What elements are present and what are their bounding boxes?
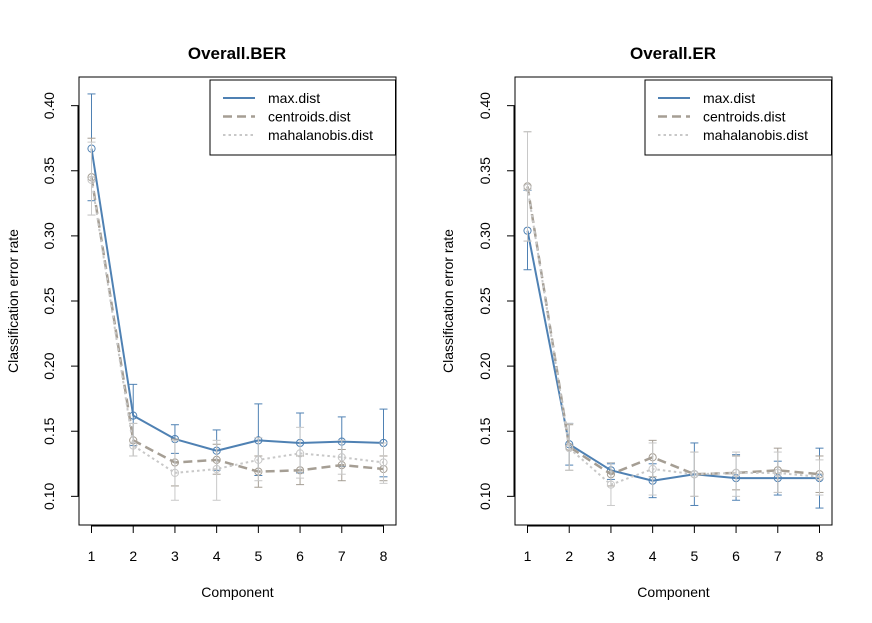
chart-panel-2: Overall.ER 0.10 0.15 0.20 0.25 0.30 0.35 0.40 1 2…: [440, 44, 833, 600]
error-bar: [732, 451, 741, 497]
y-tick-label: 0.35: [41, 157, 57, 184]
y-axis-label: Classification error rate: [5, 229, 21, 373]
series-line: [526, 230, 820, 482]
error-bar: [337, 439, 346, 475]
x-tick-label: 6: [732, 548, 740, 564]
data-point: [379, 458, 388, 467]
y-tick-label: 0.10: [477, 483, 493, 510]
data-point: [212, 464, 221, 474]
x-tick-label: 5: [254, 548, 262, 564]
error-bar: [87, 141, 96, 216]
series-line: [90, 179, 384, 474]
x-tick-label: 4: [649, 548, 657, 564]
series-centroids-dist: [87, 137, 388, 488]
series-line: [526, 186, 820, 476]
y-tick-label: 0.25: [41, 287, 57, 314]
y-tick-label: 0.20: [477, 352, 493, 379]
series-mahalanobis-dist: [523, 131, 824, 506]
x-tick-label: 1: [524, 548, 532, 564]
error-bar: [523, 131, 532, 242]
x-tick-label: 7: [338, 548, 346, 564]
data-point: [129, 441, 138, 450]
y-tick-label: 0.25: [477, 287, 493, 314]
data-point: [170, 468, 180, 478]
x-tick-label: 2: [129, 548, 137, 564]
error-bar: [129, 422, 138, 457]
data-point: [565, 444, 574, 453]
error-bar: [773, 451, 782, 493]
legend: max.dist centroids.dist mahalanobis.dist: [209, 79, 396, 156]
data-point: [731, 468, 741, 478]
error-bar: [212, 439, 221, 501]
series-line: [526, 187, 820, 486]
legend-entry: centroids.dist: [268, 109, 351, 125]
y-tick-label: 0.15: [41, 417, 57, 444]
x-tick-label: 6: [296, 548, 304, 564]
x-tick-label: 8: [380, 548, 388, 564]
series-mahalanobis-dist: [87, 141, 388, 501]
x-axis-label: Component: [201, 584, 273, 600]
y-tick-label: 0.40: [41, 92, 57, 119]
error-bar: [565, 422, 574, 471]
y-tick-label: 0.40: [477, 92, 493, 119]
data-point: [337, 453, 346, 462]
error-bar: [690, 451, 699, 497]
data-point: [87, 175, 96, 184]
series-max-dist: [523, 189, 824, 509]
legend-entry: max.dist: [703, 90, 755, 106]
x-tick-label: 4: [213, 548, 221, 564]
x-tick-label: 8: [816, 548, 824, 564]
data-point: [295, 449, 305, 458]
legend-entry: max.dist: [268, 90, 320, 106]
y-tick-label: 0.30: [41, 222, 57, 249]
x-tick-label: 3: [171, 548, 179, 564]
chart-panel-1: Overall.BER 0.10 0.15 0.20 0.25 0.30 0.35 0.40 1…: [5, 44, 397, 600]
legend-entry: centroids.dist: [703, 109, 786, 125]
x-tick-label: 5: [690, 548, 698, 564]
y-tick-label: 0.15: [477, 417, 493, 444]
series-line: [90, 177, 384, 473]
legend: max.dist centroids.dist mahalanobis.dist: [644, 79, 832, 156]
error-bar: [170, 439, 179, 501]
error-bar: [379, 442, 388, 484]
data-point: [648, 464, 657, 474]
x-tick-label: 1: [88, 548, 96, 564]
series-centroids-dist: [523, 131, 824, 497]
data-point: [773, 468, 782, 478]
x-tick-label: 2: [565, 548, 573, 564]
data-point: [815, 472, 824, 481]
y-tick-label: 0.30: [477, 222, 493, 249]
data-point: [523, 183, 532, 192]
series-line: [90, 148, 384, 452]
data-point: [606, 480, 616, 489]
data-point: [254, 455, 263, 464]
chart-title: Overall.ER: [630, 44, 716, 63]
y-tick-label: 0.10: [41, 483, 57, 510]
x-tick-label: 7: [774, 548, 782, 564]
error-bar: [815, 459, 824, 496]
data-point: [690, 470, 699, 479]
y-tick-label: 0.35: [477, 157, 493, 184]
legend-entry: mahalanobis.dist: [268, 127, 373, 143]
y-tick-label: 0.20: [41, 352, 57, 379]
chart-title: Overall.BER: [188, 44, 286, 63]
legend-entry: mahalanobis.dist: [703, 127, 808, 143]
x-axis-label: Component: [637, 584, 709, 600]
x-tick-label: 3: [607, 548, 615, 564]
y-axis-label: Classification error rate: [440, 229, 456, 373]
